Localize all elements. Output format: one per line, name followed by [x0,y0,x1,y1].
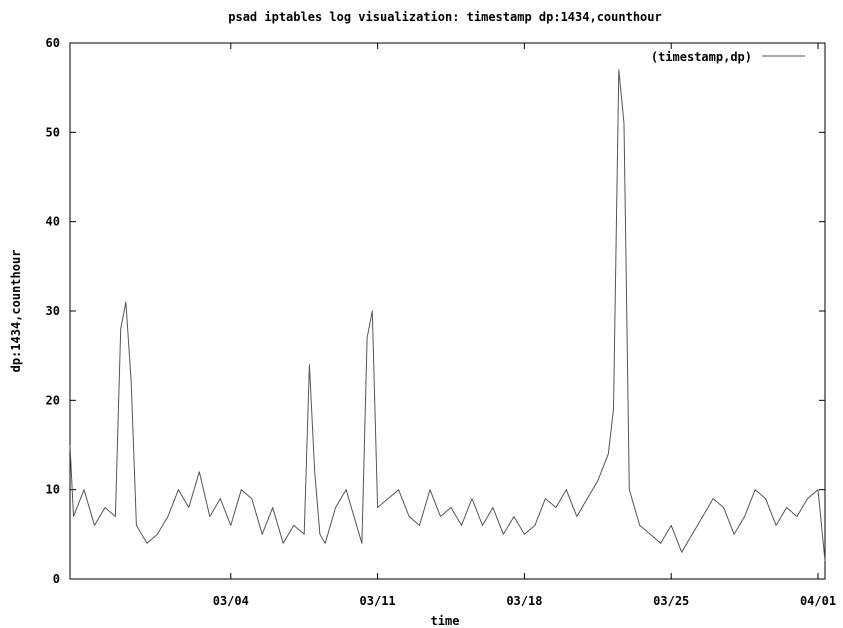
y-tick-label: 20 [46,393,60,407]
y-axis-label: dp:1434,counthour [9,250,23,373]
y-tick-label: 60 [46,36,60,50]
x-tick-label: 03/11 [360,594,396,608]
chart-title: psad iptables log visualization: timesta… [228,10,661,24]
series-layer [69,69,826,562]
y-tick-label: 0 [53,572,60,586]
y-axis: 0 10 20 30 40 50 60 [46,36,825,586]
legend-label: (timestamp,dp) [651,50,752,64]
x-tick-label: 04/01 [800,594,836,608]
y-tick-label: 40 [46,215,60,229]
y-tick-label: 30 [46,304,60,318]
y-tick-label: 10 [46,483,60,497]
y-tick-label: 50 [46,125,60,139]
x-tick-label: 03/25 [653,594,689,608]
x-tick-label: 03/04 [213,594,249,608]
series-line [69,69,826,562]
x-axis-label: time [431,614,460,628]
legend: (timestamp,dp) [651,50,805,64]
x-axis: 03/04 03/11 03/18 03/25 04/01 [213,43,836,608]
x-tick-label: 03/18 [506,594,542,608]
